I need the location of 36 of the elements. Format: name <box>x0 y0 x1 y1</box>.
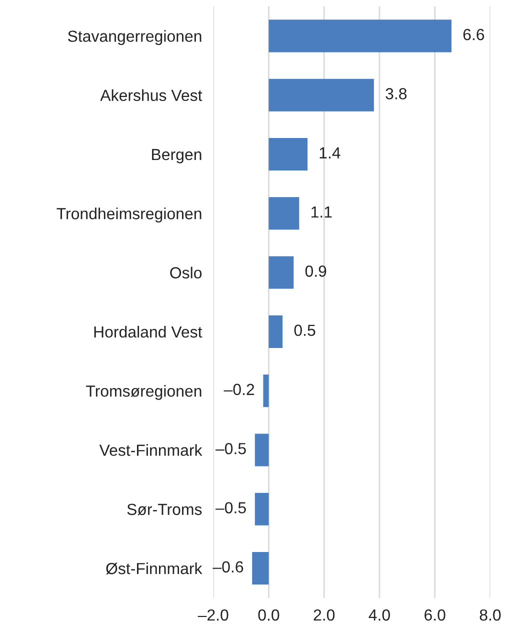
y-tick-label: Hordaland Vest <box>94 326 202 338</box>
y-tick-label: Øst-Finnmark <box>106 562 202 574</box>
y-tick-label: Tromsøregionen <box>86 385 202 400</box>
y-tick-label: Bergen <box>152 149 202 164</box>
x-tick-label: 4.0 <box>368 609 390 621</box>
bar <box>252 552 269 585</box>
bar <box>268 78 374 112</box>
y-tick-label: Vest-Finnmark <box>99 444 202 456</box>
data-label: 6.6 <box>463 28 484 40</box>
x-tick-label: 6.0 <box>424 609 446 621</box>
x-tick-label: 2.0 <box>314 609 335 621</box>
y-tick-label: Akershus Vest <box>100 89 202 102</box>
bar <box>268 20 452 52</box>
bar <box>268 256 294 289</box>
y-tick-label: Sør-Troms <box>127 504 202 516</box>
bar <box>254 434 269 466</box>
data-label: 1.4 <box>320 147 340 158</box>
bar <box>268 138 308 170</box>
y-tick-label: Oslo <box>170 266 202 278</box>
y-tick-label: Stavangerregionen <box>68 30 202 46</box>
data-label: –0.2 <box>224 384 254 396</box>
bar <box>268 197 300 230</box>
y-tick-label: Trondheimsregionen <box>56 208 202 222</box>
data-label: –0.5 <box>215 502 246 514</box>
data-label: –0.5 <box>215 442 246 454</box>
data-label: 0.9 <box>305 266 326 277</box>
bar <box>268 315 283 348</box>
x-tick-label: –2.0 <box>198 609 228 621</box>
x-tick-label: 0.0 <box>258 609 280 621</box>
bar <box>254 492 269 526</box>
x-tick-label: 8.0 <box>480 609 501 621</box>
data-label: 3.8 <box>386 88 407 100</box>
data-label: 1.1 <box>312 206 332 218</box>
bar <box>263 374 269 408</box>
data-label: 0.5 <box>294 324 316 336</box>
data-label: –0.6 <box>212 561 244 573</box>
